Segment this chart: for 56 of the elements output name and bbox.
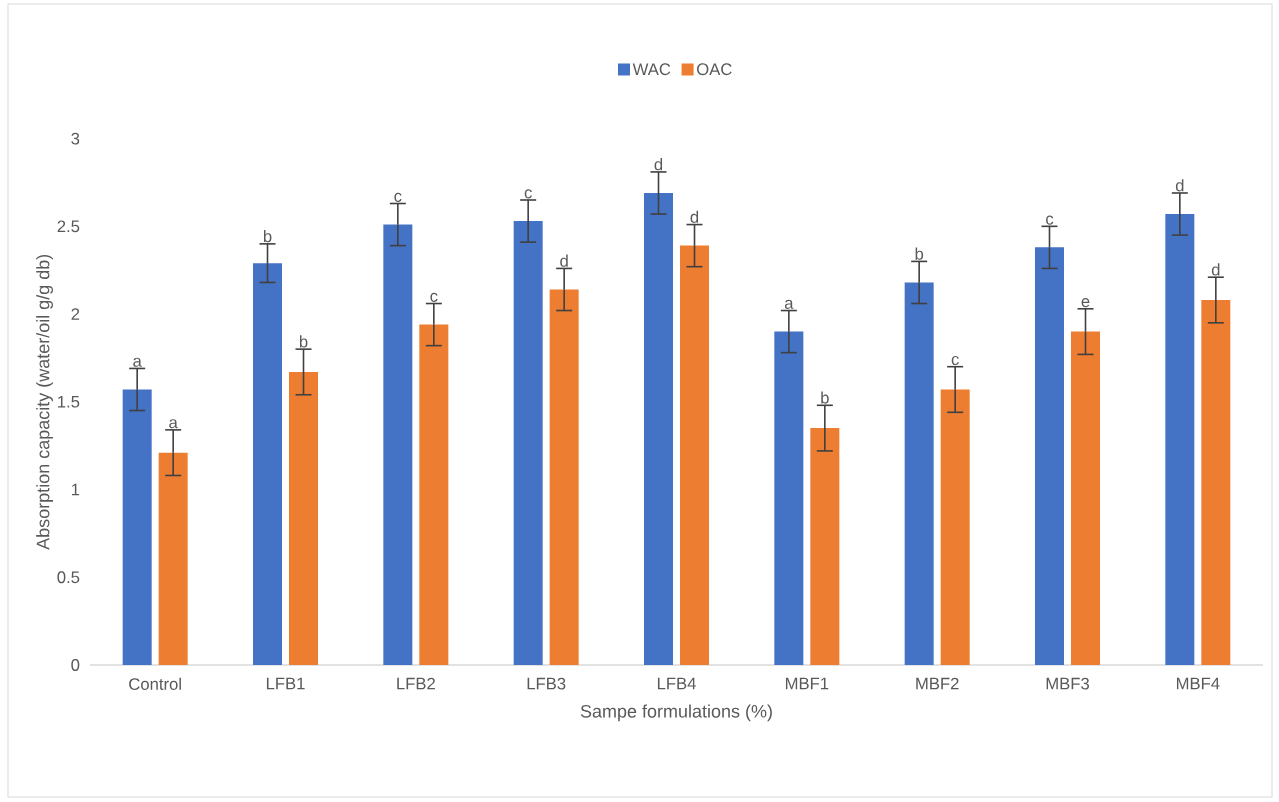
data-label: b bbox=[821, 391, 829, 404]
bar bbox=[419, 324, 449, 665]
data-label: d bbox=[1175, 179, 1184, 192]
bar bbox=[549, 289, 579, 665]
bar bbox=[1035, 247, 1064, 665]
y-tick-label: 3 bbox=[71, 132, 80, 145]
y-tick-label: 2 bbox=[71, 308, 80, 320]
bar bbox=[1071, 331, 1100, 665]
x-tick-label: MBF2 bbox=[916, 677, 959, 690]
bar bbox=[680, 245, 709, 665]
data-label: d bbox=[1211, 263, 1220, 276]
x-tick-label: LFB1 bbox=[266, 677, 305, 690]
bar bbox=[122, 389, 152, 665]
y-tick-label: 2.5 bbox=[57, 220, 80, 233]
y-tick-label: 1 bbox=[71, 483, 80, 496]
data-label: b bbox=[915, 247, 924, 260]
bar bbox=[1165, 214, 1195, 665]
data-label: b bbox=[263, 230, 272, 243]
data-label: d bbox=[560, 254, 568, 267]
bar bbox=[644, 192, 673, 665]
data-label: c bbox=[1046, 215, 1054, 225]
bar bbox=[904, 282, 934, 665]
bar bbox=[158, 452, 188, 665]
x-tick-label: Control bbox=[129, 677, 181, 690]
x-tick-label: MBF3 bbox=[1046, 677, 1089, 690]
data-label: e bbox=[1081, 298, 1090, 308]
bar bbox=[774, 331, 804, 665]
data-label: a bbox=[169, 419, 178, 429]
x-tick-label: MBF1 bbox=[785, 677, 829, 690]
x-tick-label: LFB3 bbox=[527, 677, 566, 690]
data-label: c bbox=[430, 292, 438, 302]
legend-label: OAC bbox=[697, 63, 732, 76]
x-tick-label: LFB4 bbox=[657, 677, 696, 690]
data-label: c bbox=[951, 355, 959, 366]
data-label: c bbox=[394, 192, 402, 202]
data-label: c bbox=[524, 189, 532, 199]
data-label: a bbox=[784, 299, 794, 309]
y-tick-label: 0.5 bbox=[57, 571, 80, 584]
data-label: a bbox=[133, 357, 142, 367]
bar bbox=[383, 224, 413, 665]
bar bbox=[513, 221, 543, 665]
data-label: b bbox=[299, 335, 308, 348]
bar bbox=[253, 263, 282, 665]
bar bbox=[810, 428, 840, 665]
bar bbox=[1201, 300, 1231, 665]
y-axis-title: Absorption capacity (water/oil g/g db) bbox=[36, 254, 53, 550]
bar bbox=[289, 371, 318, 665]
legend-label: WAC bbox=[632, 63, 671, 76]
x-tick-label: LFB2 bbox=[397, 677, 435, 690]
data-label: d bbox=[690, 210, 699, 223]
data-label: d bbox=[654, 158, 663, 171]
x-axis-title: Sampe formulations (%) bbox=[580, 704, 772, 722]
bar bbox=[940, 389, 970, 665]
x-tick-label: MBF4 bbox=[1176, 677, 1220, 690]
y-tick-label: 1.5 bbox=[58, 395, 80, 408]
y-tick-label: 0 bbox=[71, 659, 80, 671]
